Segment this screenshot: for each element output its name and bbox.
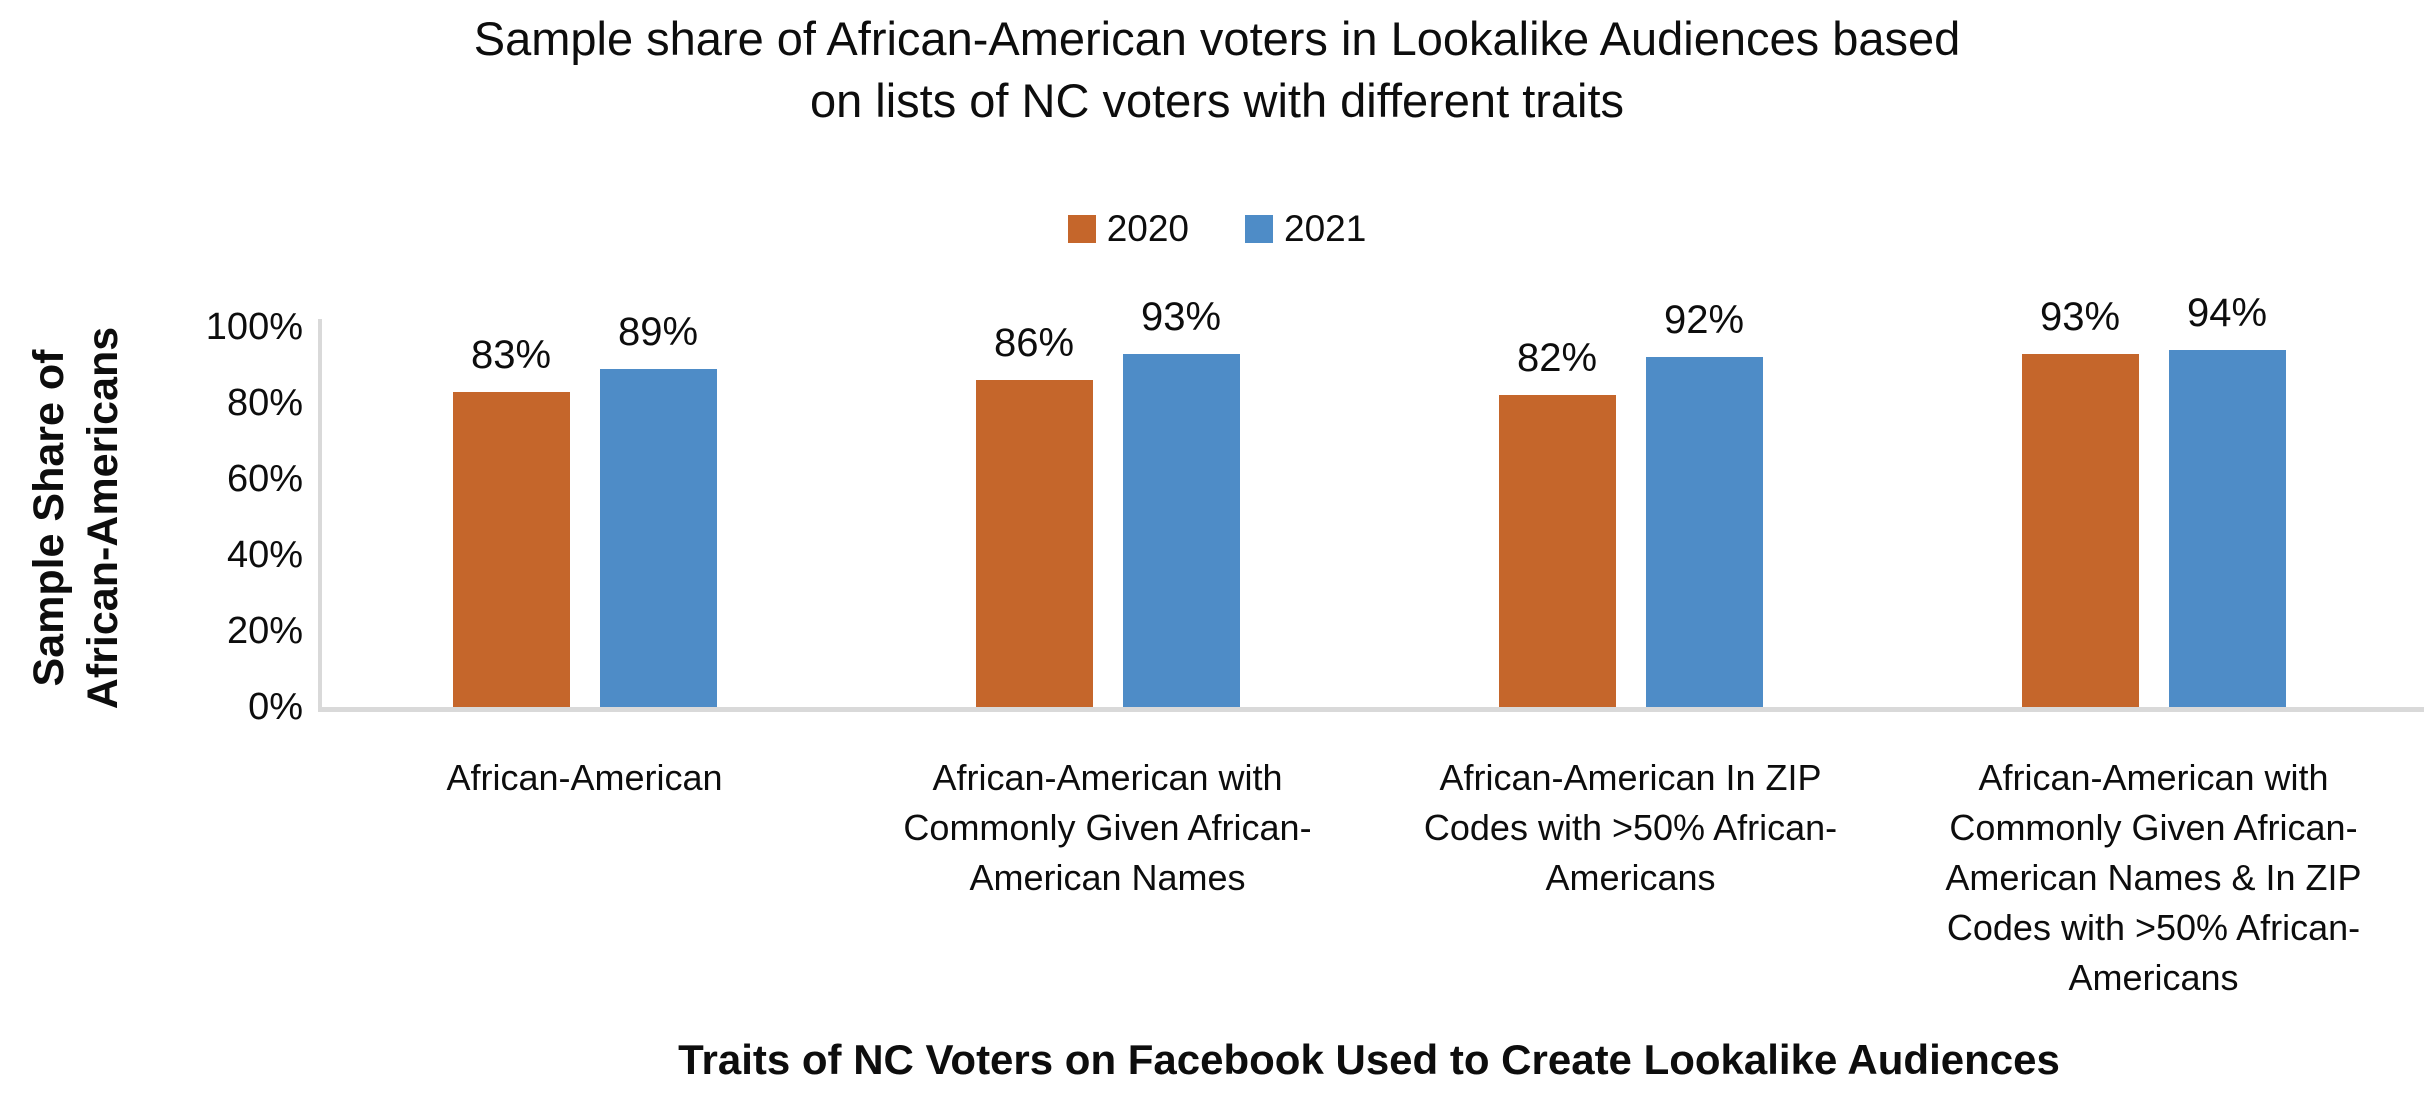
y-tick-label-60: 60% (226, 458, 303, 500)
category-label-2: African-American with Commonly Given Afr… (846, 753, 1369, 903)
category-label-3: African-American In ZIP Codes with >50% … (1369, 753, 1892, 903)
legend-label-2020: 2020 (1106, 208, 1189, 249)
bar-value-label-2020-group3: 82% (1516, 336, 1598, 381)
bar-2021-group3: 92% (1645, 298, 1763, 707)
bar-2021-group1: 89% (599, 310, 717, 707)
legend-swatch-2021 (1245, 215, 1273, 243)
legend-item-2021: 2021 (1245, 208, 1366, 250)
category-label-4: African-American with Commonly Given Afr… (1892, 753, 2415, 1003)
y-axis-line (318, 319, 322, 712)
bar-2021-group4: 94% (2168, 291, 2286, 707)
category-label-text-2: African-American with Commonly Given Afr… (903, 757, 1312, 898)
bar-value-label-2020-group4: 93% (2039, 294, 2121, 339)
legend-item-2020: 2020 (1067, 208, 1189, 250)
x-axis-title: Traits of NC Voters on Facebook Used to … (678, 1036, 2060, 1083)
chart-title: Sample share of African-American voters … (0, 8, 2434, 132)
y-tick-label-40: 40% (226, 534, 303, 576)
category-label-text-1: African-American (446, 757, 723, 798)
legend: 2020 2021 (0, 208, 2434, 250)
legend-swatch-2020 (1067, 215, 1096, 243)
chart-title-line2: on lists of NC voters with different tra… (809, 74, 1625, 127)
bar-value-label-2020-group2: 86% (993, 321, 1075, 366)
y-axis-title-line1: Sample Share of (25, 349, 73, 687)
x-axis-line (318, 707, 2424, 712)
bar-value-label-2021-group1: 89% (617, 309, 699, 354)
bar-group-4: 93% 94% (1892, 291, 2415, 707)
bar-value-label-2021-group2: 93% (1140, 294, 1222, 339)
chart-title-line1: Sample share of African-American voters … (473, 12, 1961, 65)
bar-value-label-2020-group1: 83% (470, 332, 552, 377)
bar-group-3: 82% 92% (1369, 298, 1892, 707)
bar-2020-group2: 86% (975, 321, 1093, 707)
bar-group-1: 83% 89% (323, 310, 846, 707)
category-label-text-3: African-American In ZIP Codes with >50% … (1423, 757, 1838, 898)
y-tick-label-80: 80% (226, 382, 303, 424)
bar-2020-group4: 93% (2021, 295, 2139, 707)
bar-2020-group1: 83% (452, 333, 570, 707)
bar-2021-group2: 93% (1122, 295, 1240, 707)
bar-2020-group3: 82% (1498, 336, 1616, 707)
legend-label-2021: 2021 (1284, 208, 1367, 249)
bar-value-label-2021-group3: 92% (1663, 298, 1745, 343)
category-label-1: African-American (323, 753, 846, 803)
y-tick-label-100: 100% (205, 306, 303, 348)
y-axis-tick-labels: 0% 20% 40% 60% 80% 100% (113, 306, 303, 728)
y-tick-label-20: 20% (226, 610, 303, 652)
y-tick-label-0: 0% (248, 686, 303, 728)
plot-area: 0% 20% 40% 60% 80% 100% 83% 89% 86% 93% 82% 92% 93%… (206, 291, 2424, 998)
bar-value-label-2021-group4: 94% (2186, 290, 2268, 335)
category-label-text-4: African-American with Commonly Given Afr… (1945, 757, 2362, 998)
bar-group-2: 86% 93% (846, 295, 1369, 707)
